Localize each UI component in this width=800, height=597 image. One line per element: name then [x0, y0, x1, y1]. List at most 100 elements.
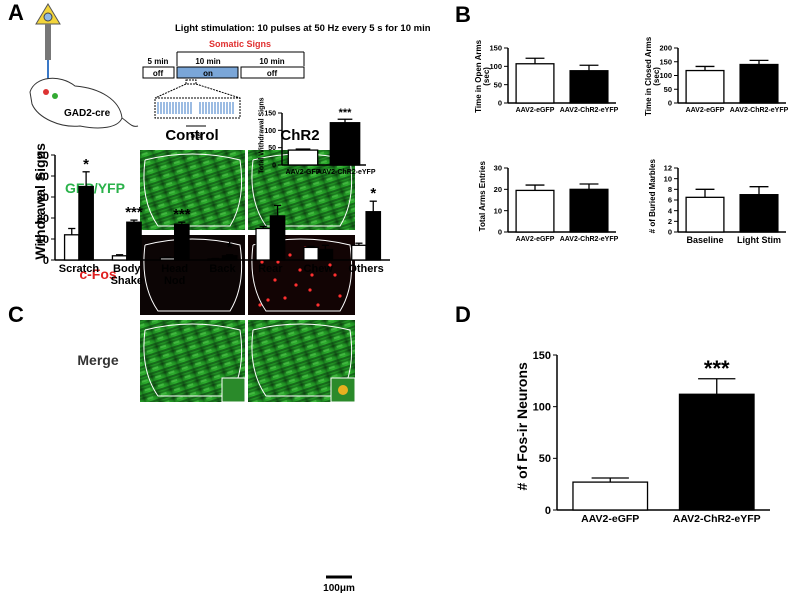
bar	[515, 189, 555, 233]
y-tick-label: 10	[664, 174, 672, 183]
fos-cell	[310, 273, 314, 277]
y-tick-label: 10	[494, 206, 502, 215]
fos-cell	[276, 260, 280, 264]
x-tick-label: AAV2-ChR2-eYFP	[316, 169, 376, 176]
bar	[678, 393, 755, 511]
y-tick-label: 100	[489, 62, 502, 71]
x-tick-label: Back	[209, 263, 236, 275]
fos-cell	[294, 283, 298, 287]
bar	[569, 188, 609, 233]
x-tick-label: AAV2-eGFP	[685, 107, 725, 114]
fos-cell	[283, 296, 287, 300]
y-tick-label: 0	[668, 99, 672, 108]
bar	[221, 255, 238, 261]
pulse-box	[154, 97, 241, 119]
bar	[685, 196, 725, 233]
y-tick-label: 150	[264, 110, 276, 117]
y-tick-label: 0	[43, 255, 49, 267]
bar	[329, 122, 361, 166]
bar	[515, 63, 555, 104]
scale-label: 100μm	[323, 583, 355, 594]
x-tick-label: AAV2-eGFP	[515, 107, 555, 114]
region-outline	[143, 238, 243, 312]
significance: ***	[704, 356, 730, 381]
y-tick-label: 0	[545, 505, 551, 517]
y-tick-label: 50	[664, 85, 672, 94]
bar	[269, 215, 286, 261]
significance: ***	[339, 107, 353, 119]
y-tick-label: 50	[268, 145, 276, 152]
bar	[303, 246, 319, 261]
y-axis-label: # of Fos-ir Neurons	[513, 361, 530, 491]
epoch-state: on	[203, 69, 213, 78]
panel-label: B	[455, 2, 471, 27]
bar	[173, 223, 190, 261]
x-tick-label: AAV2-ChR2-eYFP	[729, 107, 789, 114]
panel-label: A	[8, 0, 24, 25]
panel-label: D	[455, 302, 471, 327]
fos-cell	[288, 253, 292, 257]
x-tick-label: Head Nod	[161, 263, 189, 287]
y-tick-label: 150	[489, 44, 502, 53]
row-label: Merge	[77, 352, 118, 368]
significance: *	[370, 185, 376, 202]
y-tick-label: 50	[494, 80, 502, 89]
zoom-line	[154, 83, 187, 99]
x-tick-label: AAV2-eGFP	[515, 236, 555, 243]
region-outline	[143, 153, 243, 227]
pulse-train	[157, 102, 234, 114]
epoch-box	[142, 66, 175, 79]
bar	[739, 194, 779, 233]
x-tick-label: Light Stim	[736, 235, 781, 245]
y-tick-label: 100	[533, 402, 551, 414]
bar	[365, 211, 382, 261]
y-tick-label: 2	[668, 217, 672, 226]
x-tick-label: AAV2-ChR2-eYFP	[559, 107, 619, 114]
x-tick-label: AAV2-GFP	[285, 169, 321, 176]
x-tick-label: Baseline	[686, 235, 724, 245]
y-tick-label: 0	[272, 162, 276, 169]
panel-label: C	[8, 302, 24, 327]
y-axis-label: Time in Open Arms (sec)	[473, 39, 491, 113]
fos-cell	[333, 273, 337, 277]
y-tick-label: 30	[37, 192, 49, 204]
micrograph	[140, 150, 245, 230]
bar	[569, 70, 609, 104]
x-tick-label: AAV2-ChR2-eYFP	[559, 236, 619, 243]
significance: *	[227, 239, 233, 256]
y-tick-label: 20	[37, 213, 49, 225]
column-label: Control	[165, 127, 218, 144]
y-tick-label: 50	[37, 150, 49, 162]
y-tick-label: 4	[668, 206, 673, 215]
fos-cell	[328, 263, 332, 267]
inset	[221, 377, 246, 403]
region-outline	[251, 238, 353, 312]
x-tick-label: Others	[348, 263, 384, 275]
bar	[287, 149, 319, 166]
bar	[739, 63, 779, 104]
fos-cell	[266, 298, 270, 302]
y-tick-label: 50	[539, 453, 551, 465]
y-tick-label: 0	[498, 228, 502, 237]
y-axis-label: Withdrawal Signs	[31, 142, 48, 260]
y-tick-label: 12	[664, 164, 672, 173]
row-label: GFP/YFP	[65, 180, 125, 196]
epoch-box	[240, 66, 305, 79]
y-tick-label: 100	[264, 128, 276, 135]
y-tick-label: 20	[494, 185, 502, 194]
micrograph	[140, 235, 245, 315]
mouse-schematic: GAD2-cre	[29, 3, 139, 129]
y-tick-label: 150	[659, 57, 672, 66]
epoch-state: off	[153, 69, 164, 78]
y-tick-label: 200	[659, 44, 672, 53]
fos-cell	[298, 268, 302, 272]
mouse-line: GAD2-cre	[64, 108, 111, 119]
fos-cell	[260, 260, 264, 264]
epoch-duration: 5 min	[148, 57, 169, 66]
zoom-line	[195, 83, 241, 99]
epoch-duration: 10 min	[259, 57, 284, 66]
epoch-state: off	[267, 69, 278, 78]
y-tick-label: 30	[494, 164, 502, 173]
y-tick-label: 8	[668, 185, 672, 194]
